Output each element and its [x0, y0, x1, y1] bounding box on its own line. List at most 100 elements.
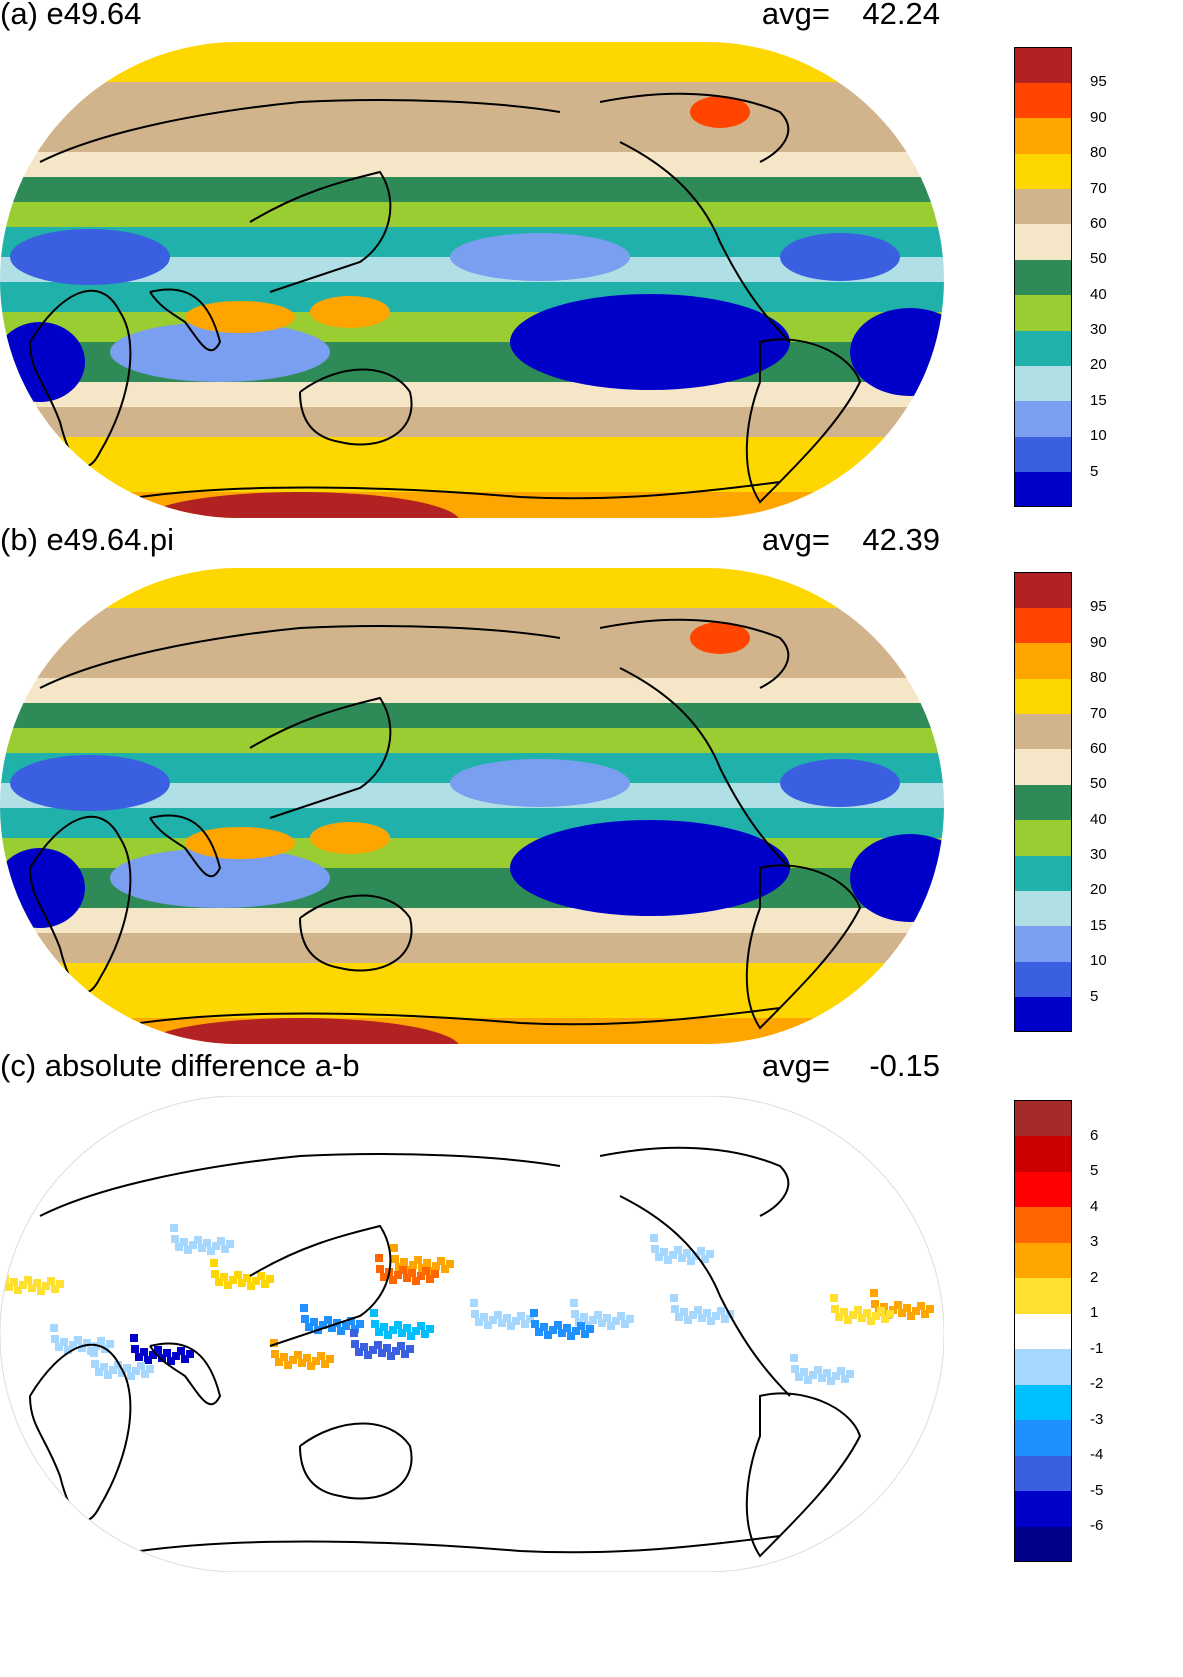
difference-cell — [684, 1316, 692, 1324]
difference-cell — [401, 1350, 409, 1358]
difference-cell — [689, 1311, 697, 1319]
colorbar-swatch — [1014, 188, 1072, 225]
difference-cell — [252, 1277, 260, 1285]
colorbar-label: 70 — [1090, 179, 1107, 197]
colorbar-label: 90 — [1090, 108, 1107, 126]
colorbar-swatch — [1014, 784, 1072, 821]
difference-cell — [123, 1364, 131, 1372]
difference-cell — [675, 1313, 683, 1321]
difference-cell — [837, 1367, 845, 1375]
panel-average: avg= 42.24 — [762, 0, 940, 32]
difference-cell — [95, 1368, 103, 1376]
colorbar-label: 5 — [1090, 462, 1099, 480]
difference-cell — [717, 1307, 725, 1315]
difference-cell — [703, 1309, 711, 1317]
coastline — [39, 625, 561, 689]
difference-cell — [261, 1280, 269, 1288]
difference-cell — [390, 1244, 398, 1252]
global-map — [0, 1096, 944, 1572]
difference-cell — [912, 1307, 920, 1315]
field-band — [0, 177, 944, 202]
colorbar-swatch — [1014, 1277, 1072, 1314]
coastline — [599, 92, 790, 163]
difference-cell — [706, 1250, 714, 1258]
difference-cell — [707, 1317, 715, 1325]
difference-cell — [238, 1279, 246, 1287]
colorbar-frame — [1014, 1100, 1072, 1562]
field-band — [0, 382, 944, 407]
difference-cell — [226, 1240, 234, 1248]
field-cell — [10, 755, 170, 811]
colorbar-label: -1 — [1090, 1339, 1104, 1357]
difference-cell — [840, 1308, 848, 1316]
difference-cell — [360, 1343, 368, 1351]
difference-cell — [567, 1332, 575, 1340]
difference-cell — [389, 1326, 397, 1334]
colorbar-swatch — [1014, 330, 1072, 366]
field-band — [0, 437, 944, 492]
difference-cell — [674, 1246, 682, 1254]
difference-cell — [92, 1342, 100, 1350]
difference-cell — [91, 1360, 99, 1368]
field-band — [0, 42, 944, 82]
colorbar-label: 5 — [1090, 1162, 1099, 1180]
global-map — [0, 568, 944, 1044]
colorbar-label: -5 — [1090, 1481, 1104, 1499]
colorbar-swatch — [1014, 47, 1072, 83]
difference-cell — [554, 1321, 562, 1329]
difference-cell — [384, 1331, 392, 1339]
difference-cell — [224, 1281, 232, 1289]
coastline — [619, 1195, 791, 1397]
difference-cell — [10, 1278, 18, 1286]
coastline — [249, 696, 392, 819]
difference-cell — [42, 1282, 50, 1290]
coastline — [249, 170, 392, 293]
difference-cell — [841, 1375, 849, 1383]
colorbar-label: 4 — [1090, 1197, 1099, 1215]
difference-cell — [51, 1285, 59, 1293]
colorbar-label: 50 — [1090, 250, 1107, 268]
difference-cell — [189, 1241, 197, 1249]
difference-cell — [800, 1368, 808, 1376]
difference-cell — [100, 1363, 108, 1371]
difference-cell — [412, 1277, 420, 1285]
colorbar-swatch — [1014, 925, 1072, 962]
field-cell — [500, 1020, 700, 1044]
difference-cell — [721, 1315, 729, 1323]
difference-cell — [144, 1356, 152, 1364]
difference-cell — [186, 1350, 194, 1358]
field-band — [0, 908, 944, 933]
colorbar-label: -6 — [1090, 1517, 1104, 1535]
difference-cell — [655, 1253, 663, 1261]
difference-cell — [275, 1358, 283, 1366]
difference-cell — [423, 1259, 431, 1267]
difference-cell — [712, 1312, 720, 1320]
field-cell — [185, 827, 295, 859]
colorbar-label: 5 — [1090, 987, 1099, 1005]
colorbar-swatch — [1014, 436, 1072, 473]
field-band — [0, 703, 944, 728]
difference-cell — [406, 1345, 414, 1353]
difference-cell — [854, 1306, 862, 1314]
difference-cell — [398, 1329, 406, 1337]
field-cell — [310, 296, 390, 328]
difference-cell — [540, 1323, 548, 1331]
map-background — [0, 1096, 944, 1572]
difference-cell — [64, 1346, 72, 1354]
colorbar-swatch — [1014, 713, 1072, 750]
field-band — [0, 568, 944, 608]
difference-cell — [271, 1350, 279, 1358]
difference-cell — [414, 1256, 422, 1264]
field-cell — [500, 494, 700, 518]
field-cell — [510, 294, 790, 390]
difference-cell — [603, 1314, 611, 1322]
colorbar-swatch — [1014, 961, 1072, 998]
difference-cell — [380, 1323, 388, 1331]
difference-cell — [69, 1341, 77, 1349]
difference-cell — [394, 1271, 402, 1279]
difference-cell — [397, 1342, 405, 1350]
coastline — [139, 481, 781, 500]
difference-cell — [140, 1348, 148, 1356]
difference-cell — [1, 1275, 9, 1283]
field-cell — [690, 622, 750, 654]
